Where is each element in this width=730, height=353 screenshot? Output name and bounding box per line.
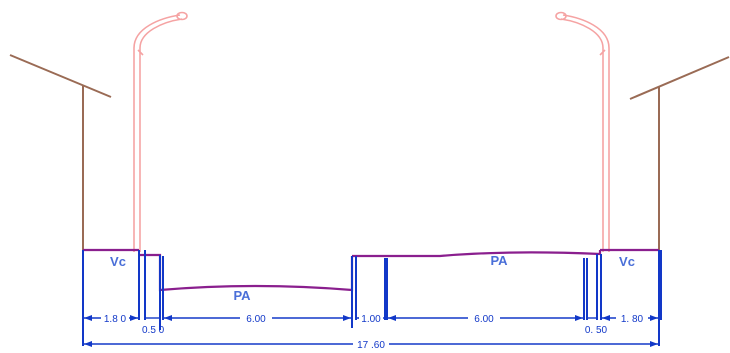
lamp-head-right	[555, 11, 567, 21]
zone-label-lane-left: PA	[233, 288, 251, 303]
road-left-profile	[139, 253, 354, 292]
road-right-profile	[352, 250, 602, 258]
building-left	[9, 54, 112, 250]
zone-label-lane-right: PA	[490, 253, 508, 268]
dim-lane-left: 6.00	[246, 314, 266, 325]
building-right-roof	[629, 56, 730, 100]
street-lamp-left	[133, 11, 188, 252]
building-left-roof	[9, 54, 112, 98]
road-surface	[83, 248, 659, 292]
dim-sidewalk-right: 1. 80	[621, 314, 644, 325]
lamp-head-left	[176, 11, 188, 21]
street-lamp-right	[555, 11, 610, 252]
dim-sidewalk-left: 1.8 0	[104, 314, 127, 325]
building-right	[629, 56, 730, 250]
dim-curb-right: 0. 50	[585, 325, 608, 336]
dim-lane-right: 6.00	[474, 314, 494, 325]
dim-curb-left: 0.5 0	[142, 325, 165, 336]
zone-label-sidewalk-right: Vc	[619, 254, 635, 269]
zone-label-sidewalk-left: Vc	[110, 254, 126, 269]
dim-total-width: 17 .60	[357, 340, 385, 351]
dim-median: 1.00	[361, 314, 381, 325]
section-boundaries	[82, 250, 662, 346]
